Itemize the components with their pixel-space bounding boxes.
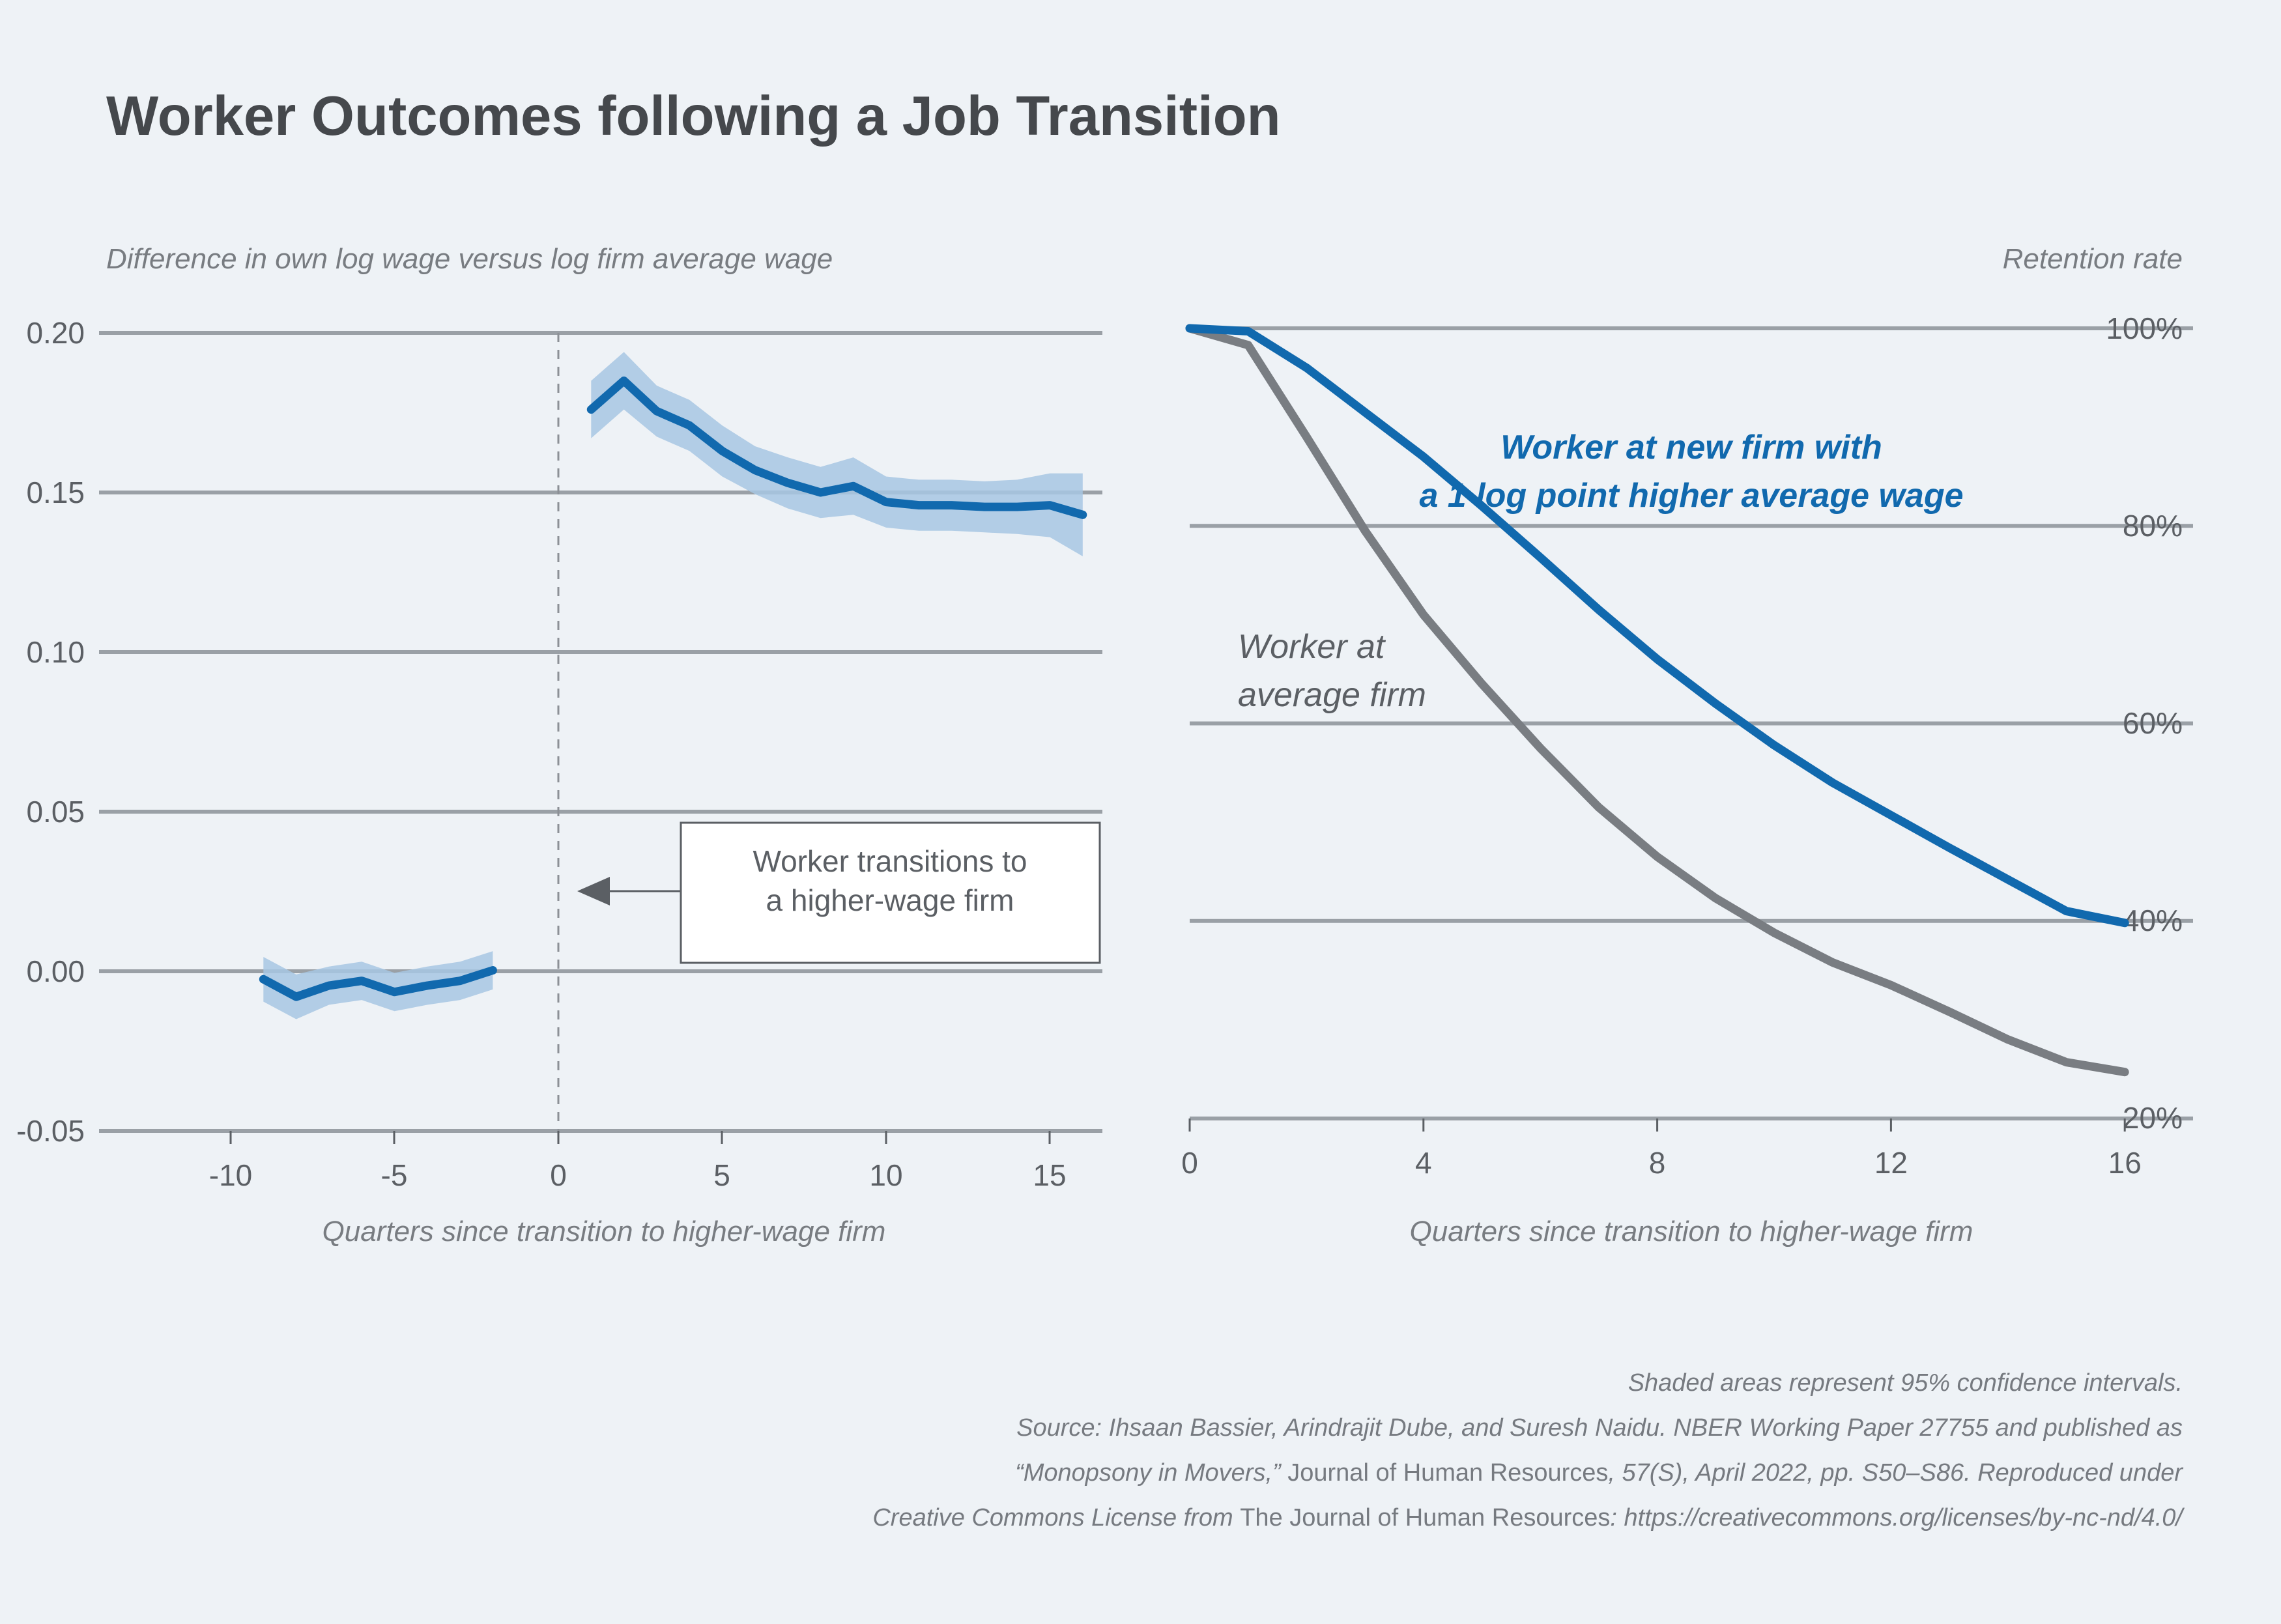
svg-text:Shaded areas represent 95% con: Shaded areas represent 95% confidence in… [1628, 1369, 2183, 1397]
svg-text:0.00: 0.00 [26, 954, 85, 988]
svg-text:Difference in own log wage ver: Difference in own log wage versus log fi… [106, 243, 833, 275]
svg-text:5: 5 [713, 1158, 730, 1192]
svg-text:16: 16 [2108, 1146, 2142, 1180]
svg-text:0.15: 0.15 [26, 476, 85, 509]
svg-text:-5: -5 [381, 1158, 408, 1192]
svg-text:12: 12 [1874, 1146, 1908, 1180]
svg-text:0.05: 0.05 [26, 795, 85, 829]
svg-text:0: 0 [550, 1158, 567, 1192]
svg-text:a 1 log point higher average w: a 1 log point higher average wage [1419, 477, 1963, 515]
svg-text:20%: 20% [2123, 1101, 2183, 1135]
svg-text:0: 0 [1181, 1146, 1198, 1180]
svg-text:80%: 80% [2123, 509, 2183, 543]
svg-text:-0.05: -0.05 [16, 1114, 85, 1148]
svg-text:Worker Outcomes following a Jo: Worker Outcomes following a Job Transiti… [106, 85, 1281, 147]
svg-text:Source: Ihsaan Bassier, Arindr: Source: Ihsaan Bassier, Arindrajit Dube,… [1016, 1414, 2183, 1442]
svg-text:average firm: average firm [1238, 676, 1426, 714]
svg-text:Worker at: Worker at [1238, 628, 1386, 666]
svg-text:Quarters since transition to h: Quarters since transition to higher-wage… [1410, 1216, 1973, 1247]
svg-text:10: 10 [869, 1158, 902, 1192]
svg-text:40%: 40% [2123, 904, 2183, 937]
svg-text:Quarters since transition to h: Quarters since transition to higher-wage… [323, 1216, 886, 1247]
svg-text:100%: 100% [2106, 311, 2183, 345]
svg-text:Worker at new firm with: Worker at new firm with [1500, 429, 1882, 466]
svg-text:-10: -10 [209, 1158, 252, 1192]
svg-text:8: 8 [1649, 1146, 1666, 1180]
svg-text:0.20: 0.20 [26, 316, 85, 350]
svg-text:a higher-wage firm: a higher-wage firm [766, 883, 1014, 917]
svg-text:Worker transitions to: Worker transitions to [753, 844, 1027, 878]
svg-text:60%: 60% [2123, 706, 2183, 740]
svg-text:Creative Commons License from: Creative Commons License from The Journa… [872, 1504, 2185, 1531]
svg-text:Retention rate: Retention rate [2003, 243, 2183, 275]
svg-text:0.10: 0.10 [26, 635, 85, 669]
svg-text:“Monopsony in Movers,” Journal: “Monopsony in Movers,” Journal of Human … [1015, 1459, 2183, 1487]
svg-text:15: 15 [1033, 1158, 1066, 1192]
svg-text:4: 4 [1415, 1146, 1432, 1180]
